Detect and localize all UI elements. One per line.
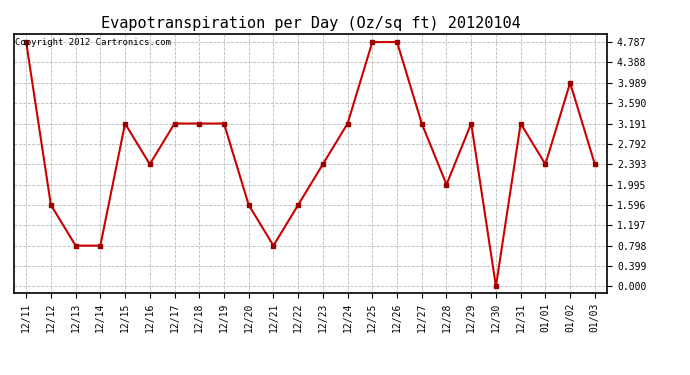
Text: Copyright 2012 Cartronics.com: Copyright 2012 Cartronics.com xyxy=(15,38,171,46)
Title: Evapotranspiration per Day (Oz/sq ft) 20120104: Evapotranspiration per Day (Oz/sq ft) 20… xyxy=(101,16,520,31)
